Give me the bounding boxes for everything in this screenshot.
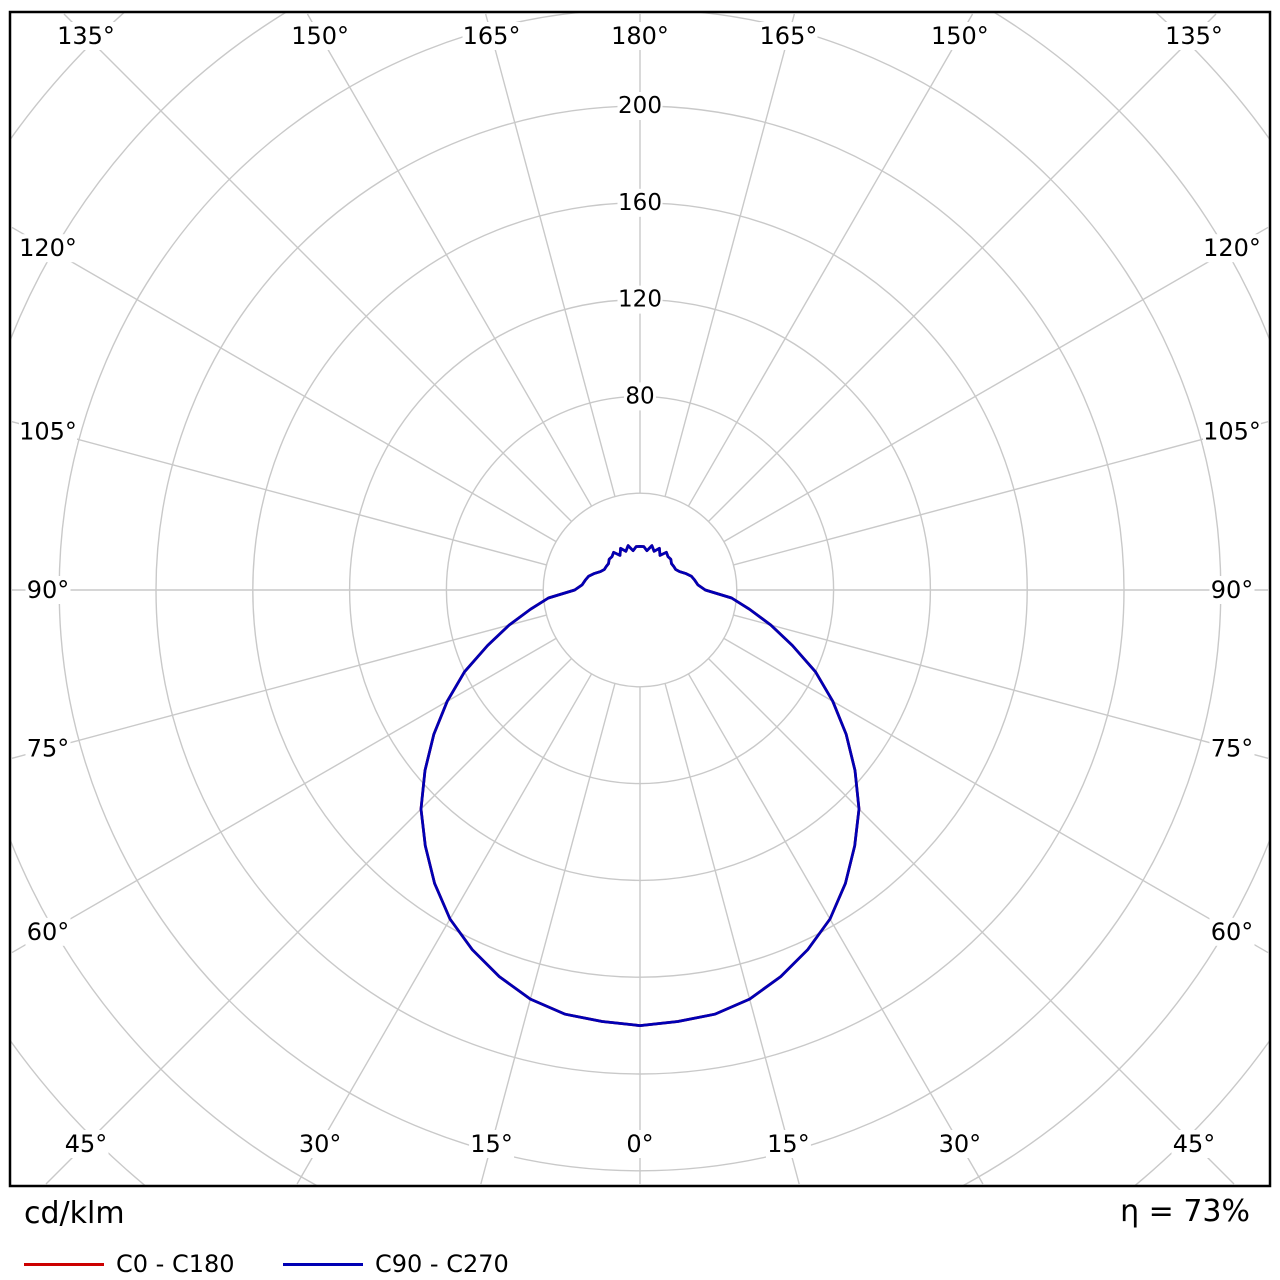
grid-spoke (484, 13, 616, 497)
grid-spoke (707, 13, 1217, 523)
legend-label-c90-c270: C90 - C270 (375, 1250, 509, 1278)
angle-label: 105° (1203, 417, 1261, 445)
angle-label: 60° (27, 918, 70, 946)
ring-label: 200 (618, 93, 662, 119)
legend-item-c90-c270: C90 - C270 (283, 1252, 509, 1276)
angle-label-bg (25, 576, 71, 604)
angle-label: 120° (19, 234, 77, 262)
angle-label: 165° (760, 22, 818, 50)
legend-label-c0-c180: C0 - C180 (116, 1250, 235, 1278)
grid-spoke (723, 637, 1269, 954)
intensity-curves (419, 544, 861, 1027)
grid-spoke (306, 13, 593, 507)
angle-label-bg (1209, 576, 1255, 604)
angle-label-bg (1209, 917, 1255, 946)
angle-label-bg (930, 22, 989, 50)
angle-label: 45° (1173, 1130, 1216, 1158)
angle-label-bg (1171, 1130, 1217, 1158)
angle-label-bg (25, 734, 71, 763)
legend-line-c90-c270-icon (283, 1262, 363, 1266)
ring-label: 80 (625, 383, 654, 409)
angle-label: 30° (299, 1130, 342, 1158)
angle-label-bg (19, 234, 77, 263)
grid-spoke (664, 683, 800, 1185)
ring-label-bg (617, 188, 663, 217)
grid-spoke (707, 657, 1235, 1185)
angle-label-bg (1203, 417, 1261, 446)
angle-label: 0° (626, 1130, 653, 1158)
angle-label-bg (469, 1130, 515, 1158)
units-label: cd/klm (24, 1196, 125, 1231)
grid-spoke (723, 226, 1269, 543)
angle-label: 165° (463, 22, 521, 50)
angle-label: 180° (611, 22, 669, 50)
angle-label: 75° (27, 735, 70, 763)
angle-label: 135° (1165, 22, 1223, 50)
angle-label: 15° (470, 1130, 513, 1158)
angle-label-bg (1203, 234, 1261, 263)
angle-label-bg (63, 1130, 109, 1158)
angle-label: 15° (767, 1130, 810, 1158)
angle-label-bg (624, 1130, 656, 1158)
grid-spoke (45, 657, 573, 1185)
grid-spoke (687, 673, 984, 1185)
legend-line-c0-c180-icon (24, 1262, 104, 1266)
ring-label-bg (617, 92, 663, 120)
grid-spoke (11, 637, 557, 954)
grid-spoke (733, 421, 1269, 566)
angle-label: 45° (65, 1130, 108, 1158)
plot-border (8, 10, 1272, 1188)
grid-spoke (11, 421, 547, 566)
grid-spoke (11, 226, 557, 543)
axis-labels: 80 120 160 200 0° 15° 15° 30° 30° 45° 45° 60° 60° 75°… (19, 22, 1261, 1158)
ring-label: 120 (618, 287, 662, 313)
grid-spoke (664, 13, 796, 497)
angle-label-bg (759, 22, 818, 50)
ring-label-bg (624, 382, 656, 411)
angle-label-bg (291, 22, 350, 50)
grid-spoke (63, 13, 573, 523)
grid-spoke (687, 13, 974, 507)
angle-label-bg (57, 22, 115, 50)
angle-label: 150° (931, 22, 989, 50)
grid-spoke (733, 614, 1269, 759)
angle-label-bg (611, 22, 669, 50)
grid-spoke (11, 614, 547, 759)
angle-label: 105° (19, 417, 77, 445)
grid-spoke (296, 673, 593, 1185)
angle-label-bg (462, 22, 521, 50)
angle-label: 60° (1211, 918, 1254, 946)
ring-label-bg (617, 285, 663, 314)
angle-label-bg (1209, 734, 1255, 763)
angle-label-bg (297, 1130, 343, 1158)
angle-label: 75° (1211, 735, 1254, 763)
angle-label-bg (765, 1130, 811, 1158)
angle-label: 90° (1211, 576, 1254, 604)
angle-label-bg (19, 417, 77, 446)
angle-label-bg (1165, 22, 1223, 50)
grid-spoke (480, 683, 616, 1185)
ring-label: 160 (618, 190, 662, 216)
angle-label: 30° (939, 1130, 982, 1158)
angle-label: 150° (291, 22, 349, 50)
angle-label-bg (937, 1130, 983, 1158)
legend-item-c0-c180: C0 - C180 (24, 1252, 235, 1276)
efficiency-value: η = 73% (1120, 1194, 1250, 1229)
angle-label: 120° (1203, 234, 1261, 262)
angle-label: 90° (27, 576, 70, 604)
curve-c90-c270 (419, 544, 861, 1027)
angle-label: 135° (57, 22, 115, 50)
angle-label-bg (25, 917, 71, 946)
